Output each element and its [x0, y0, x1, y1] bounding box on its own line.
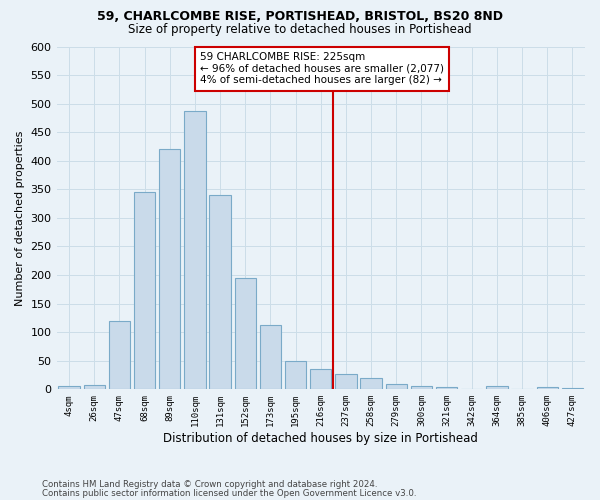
Bar: [386, 384, 407, 390]
Text: Size of property relative to detached houses in Portishead: Size of property relative to detached ho…: [128, 22, 472, 36]
Text: Contains HM Land Registry data © Crown copyright and database right 2024.: Contains HM Land Registry data © Crown c…: [42, 480, 377, 489]
Text: Contains public sector information licensed under the Open Government Licence v3: Contains public sector information licen…: [42, 488, 416, 498]
Bar: [335, 374, 356, 390]
Bar: [536, 387, 558, 390]
Bar: [285, 361, 307, 390]
Bar: [235, 278, 256, 390]
Bar: [109, 321, 130, 390]
Bar: [436, 387, 457, 390]
Text: 59 CHARLCOMBE RISE: 225sqm
← 96% of detached houses are smaller (2,077)
4% of se: 59 CHARLCOMBE RISE: 225sqm ← 96% of deta…: [200, 52, 444, 86]
Bar: [411, 386, 432, 390]
Bar: [310, 370, 331, 390]
Bar: [562, 388, 583, 390]
Bar: [159, 150, 181, 390]
Bar: [134, 192, 155, 390]
Bar: [184, 111, 206, 390]
X-axis label: Distribution of detached houses by size in Portishead: Distribution of detached houses by size …: [163, 432, 478, 445]
Text: 59, CHARLCOMBE RISE, PORTISHEAD, BRISTOL, BS20 8ND: 59, CHARLCOMBE RISE, PORTISHEAD, BRISTOL…: [97, 10, 503, 23]
Bar: [209, 195, 231, 390]
Y-axis label: Number of detached properties: Number of detached properties: [15, 130, 25, 306]
Bar: [260, 325, 281, 390]
Bar: [58, 386, 80, 390]
Bar: [511, 389, 533, 390]
Bar: [461, 389, 482, 390]
Bar: [83, 386, 105, 390]
Bar: [486, 386, 508, 390]
Bar: [361, 378, 382, 390]
